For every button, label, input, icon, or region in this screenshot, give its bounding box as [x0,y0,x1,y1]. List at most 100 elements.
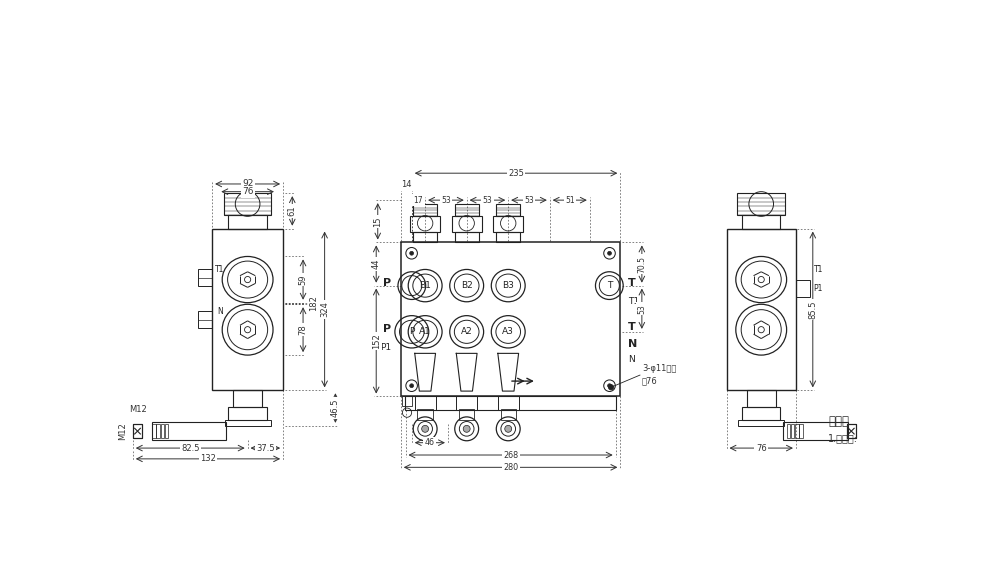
Circle shape [608,384,611,388]
Bar [493,216,523,232]
Bar [224,193,271,215]
Text: B3: B3 [502,281,514,290]
Text: N: N [628,355,635,364]
Text: 深76: 深76 [642,377,658,385]
Bar [727,228,796,390]
Text: 1.公称流:: 1.公称流: [828,433,858,443]
Text: 61: 61 [288,205,297,216]
Bar [413,232,437,242]
Bar [455,232,479,242]
Bar [410,216,440,232]
Text: 76: 76 [242,187,253,196]
Text: 53: 53 [483,196,492,205]
Bar [747,390,776,407]
Text: 59: 59 [299,274,308,285]
Text: N: N [217,307,223,316]
Bar [152,424,156,439]
Circle shape [410,384,414,388]
Circle shape [463,425,470,432]
Bar [228,407,267,419]
Bar [165,424,168,439]
Text: 324: 324 [320,302,329,317]
Text: 53: 53 [441,196,451,205]
Bar [417,409,433,419]
Bar [233,390,262,407]
Bar [413,204,437,216]
Bar [212,228,283,390]
Text: T: T [628,278,636,287]
Text: 44: 44 [372,259,381,269]
Bar [496,232,520,242]
Bar [152,422,226,440]
Circle shape [608,384,614,390]
Text: 53: 53 [637,304,646,313]
Text: 14: 14 [401,180,412,189]
Circle shape [608,252,611,255]
Bar [787,424,790,439]
Bar [742,407,780,419]
Bar [415,396,436,410]
Text: 技术要: 技术要 [828,415,849,428]
Text: P: P [383,278,392,287]
Text: 46.5: 46.5 [331,399,340,417]
Circle shape [422,425,429,432]
Bar [498,396,519,410]
Bar [198,269,212,286]
Text: 82.5: 82.5 [181,444,200,452]
Text: 78: 78 [299,324,308,335]
Bar [133,424,142,439]
Bar [198,311,212,328]
Text: M12: M12 [119,422,128,440]
Bar [133,424,142,439]
Bar [459,409,474,419]
Text: 132: 132 [200,454,216,463]
Bar [401,242,620,396]
Text: 235: 235 [508,168,524,178]
Text: A1: A1 [419,327,431,336]
Bar [501,409,516,419]
Text: P1: P1 [380,343,392,352]
Bar [402,396,412,406]
Text: 37.5: 37.5 [256,444,275,452]
Text: 152: 152 [372,333,381,349]
Bar [737,193,785,215]
Text: 70.5: 70.5 [637,256,646,272]
Bar [156,424,160,439]
Bar [161,424,164,439]
Text: 17: 17 [414,196,423,205]
Bar [496,204,520,216]
Bar [405,396,616,410]
Bar [795,424,799,439]
Bar [452,216,482,232]
Text: 51: 51 [565,196,575,205]
Text: 3-φ11通孔: 3-φ11通孔 [642,364,676,373]
Text: B2: B2 [461,281,473,290]
Text: 76: 76 [756,444,767,452]
Text: 268: 268 [503,451,518,459]
Circle shape [505,425,512,432]
Text: T: T [628,322,636,332]
Text: P: P [409,327,415,336]
Bar [796,280,810,297]
Text: B1: B1 [419,281,431,290]
Bar [847,424,856,439]
Bar [791,424,794,439]
Bar [456,396,477,410]
Text: 92: 92 [242,179,253,189]
Text: T1: T1 [628,297,639,305]
Bar [847,424,856,439]
Circle shape [410,252,414,255]
Bar [455,204,479,216]
Text: A2: A2 [461,327,473,336]
Text: 53: 53 [524,196,534,205]
Text: 85.5: 85.5 [808,300,817,319]
Text: 15: 15 [373,216,382,227]
Text: T: T [607,281,612,290]
Text: 46: 46 [425,438,435,447]
Text: M12: M12 [129,405,146,414]
Text: 182: 182 [309,295,318,312]
Text: P: P [383,324,392,334]
Text: A3: A3 [502,327,514,336]
Bar [225,419,271,426]
Bar [228,215,267,228]
